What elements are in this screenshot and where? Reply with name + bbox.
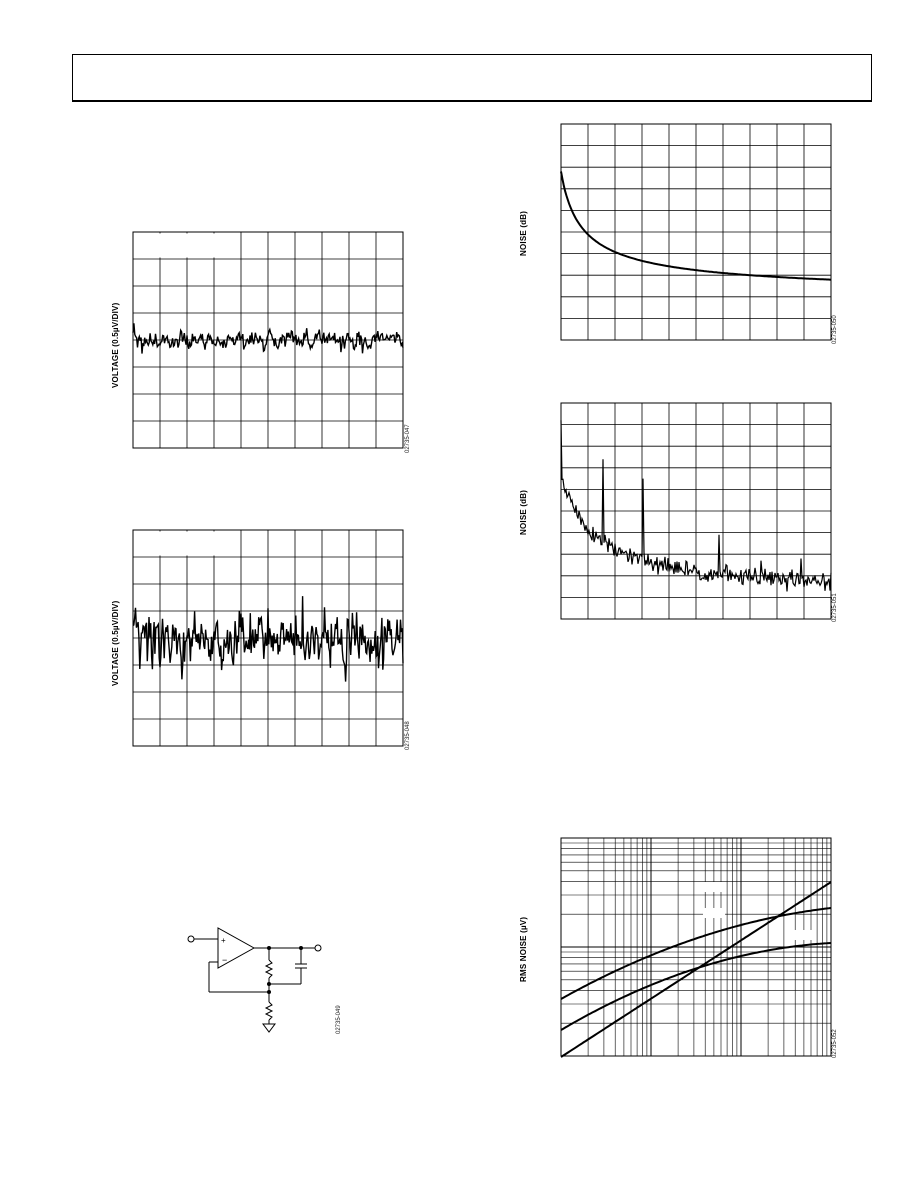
legend-area [134,531,239,556]
figure-6-y-axis-label: RMS NOISE (µV) [519,916,528,982]
legend-area [134,233,239,258]
noise-spectrum-series [560,420,832,592]
label-blank-c [793,930,815,940]
noise-trace-series [132,596,404,682]
figure-2-svg [132,529,404,747]
plot-frame [560,123,832,341]
figure-5-code: 02735-049 [336,1005,342,1034]
page-header-box [72,54,872,102]
figure-3-code: 02735-050 [832,315,838,344]
inverting-input-sign: − [222,955,227,965]
label-blank-a [703,882,725,892]
output-terminal [314,944,322,952]
figure-4-y-axis-label: NOISE (dB) [519,489,528,535]
figure-2-voltage-noise-plot [132,529,404,747]
feedback-resistor [264,959,274,979]
figure-2-code: 02735-048 [405,721,411,750]
noise-trace-series [132,323,404,354]
ground-resistor [264,1001,274,1021]
plot-frame [560,837,832,1057]
figure-6-rms-noise-plot [560,837,832,1058]
input-terminal [187,935,195,943]
figure-1-svg [132,231,404,449]
rms-noise-middle-series [560,942,832,1031]
figure-3-noise-db-plot [560,123,832,341]
label-blank-b [703,908,725,918]
rms-noise-upper-series [560,907,832,1000]
figure-4-noise-db-spectrum-plot [560,402,832,620]
rms-noise-lower-series [560,881,832,1058]
figure-4-code: 02735-051 [832,593,838,622]
figure-1-y-axis-label: VOLTAGE (0.5µV/DIV) [111,302,120,388]
figure-3-svg [560,123,832,341]
figure-1-voltage-noise-plot [132,231,404,449]
noninverting-input-sign: + [221,936,226,945]
figure-6-code: 02735-052 [832,1029,838,1058]
plot-frame [132,231,404,449]
figure-1-code: 02735-047 [405,424,411,453]
plot-frame [560,402,832,620]
figure-2-y-axis-label: VOLTAGE (0.5µV/DIV) [111,600,120,686]
figure-4-svg [560,402,832,620]
figure-3-y-axis-label: NOISE (dB) [519,210,528,256]
op-amp-symbol [217,927,256,969]
noise-curve-series [560,171,832,281]
figure-5-circuit-schematic: + − [187,927,322,1033]
figure-6-svg [560,837,832,1058]
ground-symbol [262,1023,276,1033]
